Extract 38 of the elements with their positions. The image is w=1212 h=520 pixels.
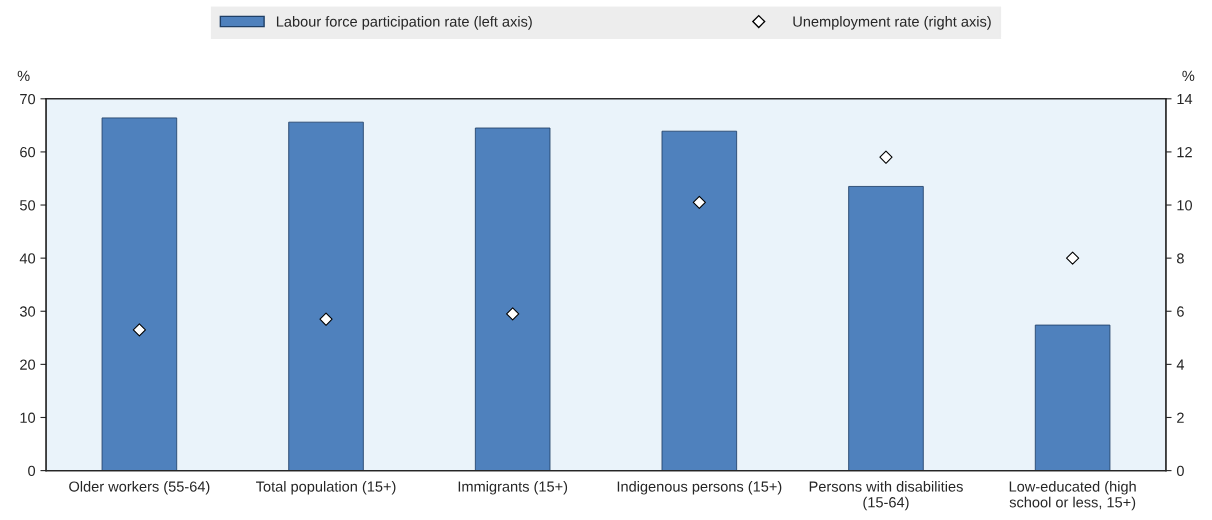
x-tick-label: Indigenous persons (15+) bbox=[617, 481, 782, 495]
y2-tick-label: 6 bbox=[1177, 306, 1184, 317]
bar bbox=[101, 117, 178, 471]
x-tick-label: Immigrants (15+) bbox=[458, 481, 568, 495]
y2-tick-label: 2 bbox=[1177, 412, 1184, 423]
y-tick-label: 30 bbox=[19, 306, 36, 317]
x-tick-label: Low-educated (high school or less, 15+) bbox=[1009, 481, 1136, 511]
y-tick-label: 70 bbox=[20, 93, 36, 105]
legend-label: Unemployment rate (right axis) bbox=[793, 16, 991, 30]
y2-tick-label: 12 bbox=[1177, 147, 1192, 158]
y2-tick-label: 4 bbox=[1176, 359, 1185, 370]
point bbox=[506, 307, 520, 321]
point bbox=[1066, 251, 1080, 265]
point bbox=[879, 150, 893, 164]
y2-tick-label: 0 bbox=[1176, 465, 1184, 477]
bar bbox=[288, 121, 364, 471]
x-tick-label: Total population (15+) bbox=[256, 481, 396, 495]
legend-label: Labour force participation rate (left axis) bbox=[276, 16, 532, 30]
y2-tick-label: 10 bbox=[1177, 200, 1193, 211]
bar bbox=[661, 130, 738, 471]
y-tick-label: 60 bbox=[20, 147, 36, 158]
point bbox=[319, 312, 333, 326]
y-tick-label: 0 bbox=[28, 465, 36, 477]
point bbox=[692, 195, 706, 209]
x-tick-label: Persons with disabilities (15-64) bbox=[809, 481, 963, 511]
point bbox=[132, 323, 146, 337]
bar bbox=[474, 127, 551, 471]
y-tick-label: 50 bbox=[20, 200, 36, 211]
y-tick-label: 10 bbox=[20, 412, 36, 423]
y2-axis-title: % bbox=[1182, 70, 1195, 81]
y-tick-label: 20 bbox=[20, 359, 36, 370]
y-axis-title: % bbox=[17, 70, 30, 81]
y2-tick-label: 14 bbox=[1177, 94, 1193, 105]
x-tick-label: Older workers (55-64) bbox=[69, 481, 210, 495]
bar bbox=[1034, 324, 1111, 471]
y2-tick-label: 8 bbox=[1176, 253, 1184, 264]
y-tick-label: 40 bbox=[19, 253, 36, 264]
bar bbox=[848, 186, 924, 471]
